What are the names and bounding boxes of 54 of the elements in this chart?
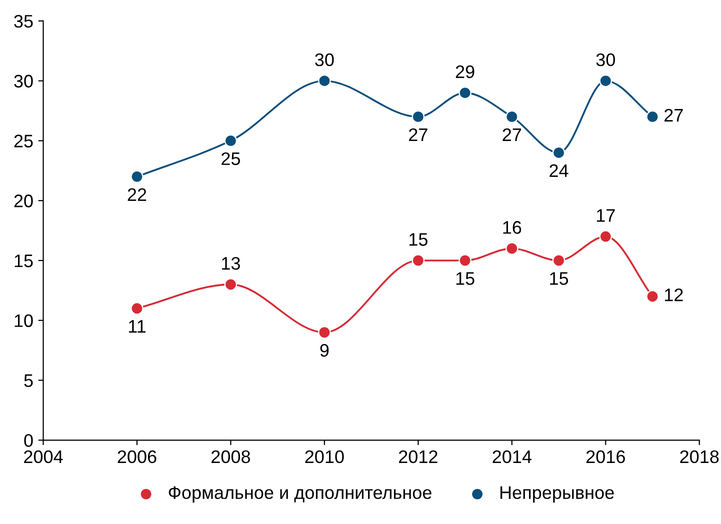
point <box>506 242 518 255</box>
point <box>318 74 331 88</box>
point <box>552 146 566 160</box>
data-label: 11 <box>128 320 146 333</box>
data-label: 9 <box>320 344 329 357</box>
y-tick-label: 25 <box>14 134 33 148</box>
data-label: 15 <box>456 272 474 285</box>
point <box>412 254 425 267</box>
point <box>130 302 144 315</box>
point <box>224 134 238 148</box>
data-label: 17 <box>596 209 615 222</box>
data-label: 27 <box>502 128 522 141</box>
y-tick-label: 35 <box>14 14 33 28</box>
data-label: 15 <box>550 272 568 285</box>
data-label: 22 <box>128 188 146 201</box>
x-tick-label: 2010 <box>305 450 344 464</box>
point <box>412 110 425 124</box>
y-tick-label: 20 <box>14 194 33 208</box>
x-tick-label: 2004 <box>24 450 63 464</box>
y-tick-label: 5 <box>24 374 33 387</box>
point <box>506 110 518 124</box>
data-label: 15 <box>410 233 428 246</box>
data-label: 13 <box>222 256 240 270</box>
y-tick-label: 15 <box>14 254 33 268</box>
y-tick-label: 30 <box>14 74 33 88</box>
data-label: 30 <box>596 53 615 66</box>
y-tick-label: 10 <box>14 314 33 328</box>
point <box>318 326 331 339</box>
data-label: 16 <box>503 221 522 234</box>
data-label: 25 <box>222 152 240 166</box>
legend-label: Формальное и дополнительное <box>168 486 432 503</box>
point <box>646 290 659 303</box>
data-label: 12 <box>664 288 683 302</box>
point <box>224 278 238 291</box>
data-label: 27 <box>664 108 683 122</box>
x-tick-label: 2012 <box>399 450 438 464</box>
point <box>458 254 472 267</box>
point <box>599 230 612 243</box>
point <box>130 170 144 184</box>
point <box>599 74 612 88</box>
data-label: 27 <box>409 128 428 141</box>
x-tick-label: 2008 <box>212 450 250 464</box>
data-label: 24 <box>550 164 568 177</box>
x-tick-label: 2016 <box>586 450 625 464</box>
point <box>552 254 566 267</box>
x-tick-label: 2018 <box>680 450 719 464</box>
point <box>646 110 659 124</box>
data-label: 30 <box>315 53 334 66</box>
x-tick-label: 2014 <box>492 450 532 464</box>
x-tick-label: 2006 <box>118 450 156 464</box>
point <box>458 86 472 100</box>
legend-label: Непрерывное <box>500 486 614 503</box>
y-tick-label: 0 <box>24 434 33 447</box>
data-label: 29 <box>456 65 474 78</box>
